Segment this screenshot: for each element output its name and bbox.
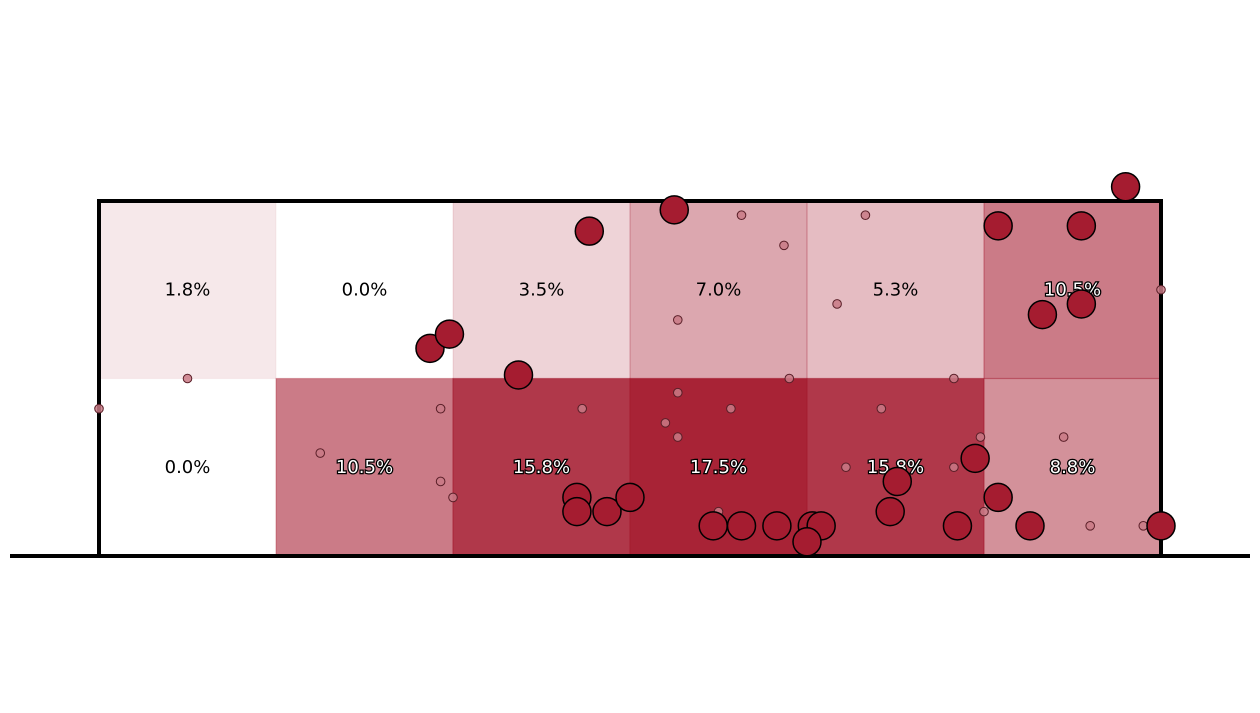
small-marker xyxy=(435,403,446,414)
heat-cell xyxy=(275,377,454,557)
small-marker xyxy=(660,418,671,428)
small-marker xyxy=(672,315,683,325)
cell-value-label: 1.8% xyxy=(165,279,211,300)
large-marker xyxy=(574,216,605,246)
large-marker xyxy=(592,496,622,527)
small-marker xyxy=(1085,521,1095,531)
cell-value-label: 0.0% xyxy=(165,457,211,478)
plot-frame xyxy=(97,199,1163,558)
large-marker xyxy=(983,482,1013,513)
cell-value-label: 8.8% xyxy=(1050,457,1096,478)
small-marker xyxy=(832,299,842,309)
small-marker xyxy=(435,476,446,487)
large-marker xyxy=(434,319,465,349)
large-marker xyxy=(503,360,534,390)
small-marker xyxy=(841,462,851,473)
heatmap-cells xyxy=(98,200,1162,557)
large-marker xyxy=(1146,511,1176,541)
small-marker xyxy=(949,373,959,384)
cell-labels: 1.8% 0.0% 3.5% 7.0% 5.3% 10.5%0.0% 10.5% 15.8% 1… xyxy=(165,278,1103,479)
cell-value-label: 0.0% xyxy=(342,279,388,300)
small-marker xyxy=(975,432,986,442)
small-marker xyxy=(860,210,871,220)
cell-value-label: 17.5% xyxy=(690,457,747,478)
small-marker xyxy=(1156,284,1166,295)
small-marker xyxy=(577,403,588,414)
cell-value-label: 5.3% xyxy=(873,279,919,300)
large-marker xyxy=(615,482,645,513)
large-marker xyxy=(792,527,822,557)
cell-value-label: 7.0% xyxy=(696,279,742,300)
small-marker xyxy=(672,387,683,398)
small-marker xyxy=(672,432,683,442)
small-marker xyxy=(949,462,959,473)
small-marker xyxy=(94,403,104,414)
large-marker xyxy=(960,443,990,474)
small-marker xyxy=(979,506,989,517)
large-marker xyxy=(983,211,1013,241)
small-marker xyxy=(784,373,795,384)
large-marker xyxy=(942,511,973,541)
large-markers xyxy=(415,172,1176,557)
large-marker xyxy=(1027,299,1058,330)
large-marker xyxy=(1110,172,1141,202)
small-marker xyxy=(726,403,736,414)
heat-cell xyxy=(452,377,631,557)
cell-value-label: 10.5% xyxy=(336,457,393,478)
cell-value-label: 3.5% xyxy=(519,279,565,300)
large-marker xyxy=(875,496,905,527)
large-marker xyxy=(726,511,757,541)
small-marker xyxy=(1058,432,1069,442)
small-marker xyxy=(182,373,193,384)
large-marker xyxy=(1015,511,1045,541)
small-marker xyxy=(876,403,887,414)
small-marker xyxy=(736,210,747,220)
small-marker xyxy=(448,492,458,503)
large-marker xyxy=(762,511,792,541)
large-marker xyxy=(562,496,592,527)
heat-cell xyxy=(806,200,985,380)
large-marker xyxy=(1066,289,1097,319)
large-marker xyxy=(659,195,689,225)
small-marker xyxy=(779,240,789,251)
heat-cell xyxy=(983,377,1162,557)
large-marker xyxy=(1066,211,1097,241)
large-marker xyxy=(698,511,728,541)
small-marker xyxy=(315,448,326,458)
cell-value-label: 15.8% xyxy=(513,457,570,478)
heat-cell xyxy=(98,200,277,380)
large-marker xyxy=(882,466,913,497)
